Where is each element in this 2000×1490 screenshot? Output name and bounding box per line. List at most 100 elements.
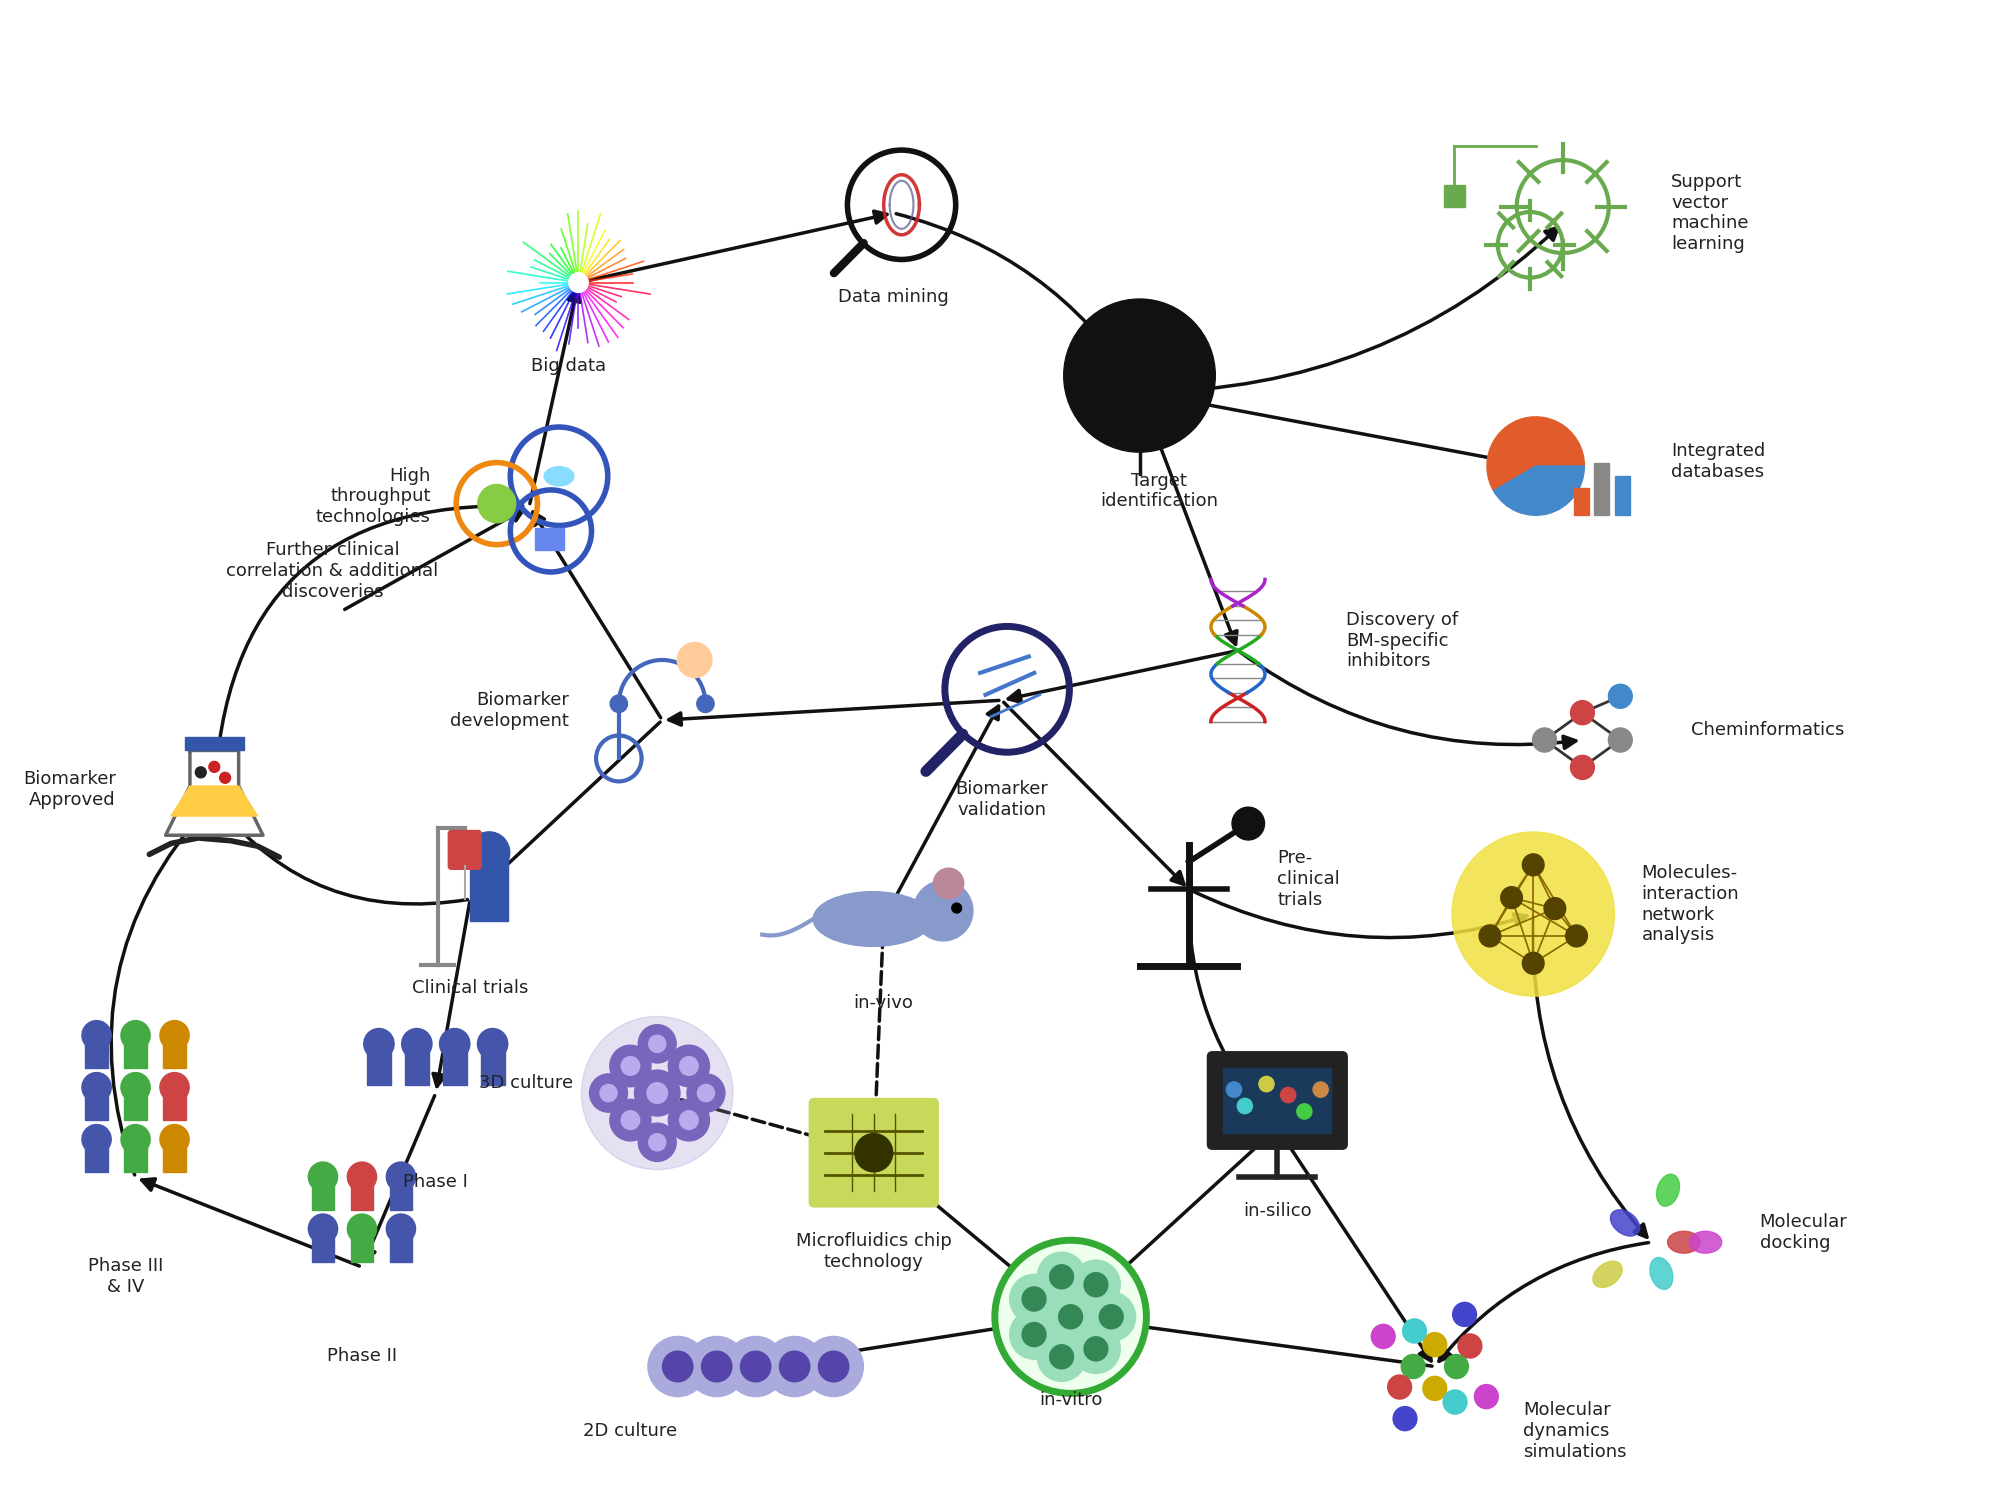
Ellipse shape bbox=[1668, 1231, 1700, 1253]
Circle shape bbox=[1532, 729, 1556, 752]
Circle shape bbox=[1452, 831, 1614, 997]
Text: Biomarker
validation: Biomarker validation bbox=[956, 779, 1048, 818]
Circle shape bbox=[678, 642, 712, 678]
Circle shape bbox=[1038, 1332, 1086, 1381]
Circle shape bbox=[1050, 1345, 1074, 1369]
Circle shape bbox=[1480, 925, 1500, 946]
Circle shape bbox=[648, 1036, 666, 1052]
Circle shape bbox=[818, 1351, 848, 1381]
Text: Biomarker
Approved: Biomarker Approved bbox=[24, 770, 116, 809]
Ellipse shape bbox=[814, 891, 932, 946]
Circle shape bbox=[680, 1056, 698, 1076]
Text: 2D culture: 2D culture bbox=[582, 1421, 676, 1441]
Text: Clinical trials: Clinical trials bbox=[412, 979, 528, 997]
Circle shape bbox=[1474, 1384, 1498, 1408]
Bar bbox=[164, 1039, 186, 1068]
Circle shape bbox=[1010, 1310, 1058, 1359]
Bar bbox=[480, 1049, 504, 1085]
Circle shape bbox=[622, 1056, 640, 1076]
Ellipse shape bbox=[1610, 1210, 1640, 1237]
Circle shape bbox=[220, 772, 230, 784]
Circle shape bbox=[440, 1028, 470, 1059]
Text: Support
vector
machine
learning: Support vector machine learning bbox=[1672, 173, 1748, 253]
Text: Data mining: Data mining bbox=[838, 288, 948, 305]
Circle shape bbox=[610, 1044, 650, 1086]
Circle shape bbox=[1064, 299, 1216, 451]
Circle shape bbox=[680, 1110, 698, 1129]
Text: Pre-
clinical
trials: Pre- clinical trials bbox=[1278, 849, 1340, 909]
Circle shape bbox=[160, 1021, 190, 1050]
FancyBboxPatch shape bbox=[1208, 1052, 1348, 1149]
Bar bbox=[442, 1049, 466, 1085]
Bar bbox=[86, 1039, 108, 1068]
Text: Phase I: Phase I bbox=[404, 1173, 468, 1191]
Text: Microfluidics chip
technology: Microfluidics chip technology bbox=[796, 1232, 952, 1271]
Circle shape bbox=[1314, 1082, 1328, 1097]
Circle shape bbox=[160, 1073, 190, 1103]
Bar bbox=[1594, 463, 1610, 516]
Bar bbox=[1224, 1068, 1332, 1134]
Circle shape bbox=[1038, 1252, 1086, 1301]
Bar bbox=[312, 1232, 334, 1262]
Circle shape bbox=[120, 1125, 150, 1155]
Text: in-silico: in-silico bbox=[1244, 1202, 1312, 1220]
Circle shape bbox=[1084, 1337, 1108, 1360]
Circle shape bbox=[1388, 1375, 1412, 1399]
FancyBboxPatch shape bbox=[810, 1098, 938, 1207]
Circle shape bbox=[702, 1351, 732, 1381]
Circle shape bbox=[698, 1085, 714, 1101]
Circle shape bbox=[196, 767, 206, 778]
Circle shape bbox=[1372, 1325, 1396, 1348]
Circle shape bbox=[120, 1021, 150, 1050]
Circle shape bbox=[1238, 1098, 1252, 1113]
Wedge shape bbox=[1486, 417, 1584, 490]
Circle shape bbox=[1100, 1305, 1124, 1329]
Circle shape bbox=[402, 1028, 432, 1059]
Ellipse shape bbox=[1690, 1231, 1722, 1253]
Circle shape bbox=[1458, 1334, 1482, 1357]
Circle shape bbox=[934, 869, 964, 898]
Bar bbox=[1444, 185, 1466, 207]
Circle shape bbox=[668, 1100, 710, 1141]
Circle shape bbox=[1086, 1292, 1136, 1341]
Bar bbox=[390, 1232, 412, 1262]
Circle shape bbox=[308, 1162, 338, 1192]
Circle shape bbox=[468, 831, 510, 873]
Circle shape bbox=[764, 1337, 824, 1396]
Circle shape bbox=[364, 1028, 394, 1059]
Ellipse shape bbox=[1656, 1174, 1680, 1205]
Bar bbox=[534, 529, 564, 550]
Circle shape bbox=[1444, 1354, 1468, 1378]
Circle shape bbox=[590, 1074, 628, 1112]
Circle shape bbox=[1086, 320, 1194, 431]
Text: in-vitro: in-vitro bbox=[1038, 1392, 1102, 1410]
Circle shape bbox=[686, 1337, 746, 1396]
Circle shape bbox=[610, 694, 628, 712]
Circle shape bbox=[1050, 1265, 1074, 1289]
Circle shape bbox=[82, 1073, 112, 1103]
Ellipse shape bbox=[1592, 1261, 1622, 1287]
Circle shape bbox=[952, 903, 962, 913]
Circle shape bbox=[82, 1125, 112, 1155]
Circle shape bbox=[1544, 897, 1566, 919]
Circle shape bbox=[994, 1240, 1146, 1393]
Circle shape bbox=[348, 1162, 376, 1192]
Circle shape bbox=[638, 1025, 676, 1062]
Bar bbox=[124, 1141, 146, 1173]
Circle shape bbox=[1522, 854, 1544, 876]
Circle shape bbox=[804, 1337, 864, 1396]
Circle shape bbox=[568, 273, 588, 292]
Circle shape bbox=[780, 1351, 810, 1381]
Bar bbox=[164, 1141, 186, 1173]
Bar bbox=[350, 1180, 374, 1210]
Circle shape bbox=[1022, 1287, 1046, 1311]
Circle shape bbox=[1280, 1088, 1296, 1103]
Text: Phase III
& IV: Phase III & IV bbox=[88, 1258, 164, 1296]
Circle shape bbox=[1084, 1272, 1108, 1296]
Bar bbox=[350, 1232, 374, 1262]
Ellipse shape bbox=[1650, 1258, 1672, 1289]
Ellipse shape bbox=[544, 466, 574, 486]
Circle shape bbox=[386, 1214, 416, 1244]
Circle shape bbox=[582, 1016, 734, 1170]
Circle shape bbox=[208, 761, 220, 772]
